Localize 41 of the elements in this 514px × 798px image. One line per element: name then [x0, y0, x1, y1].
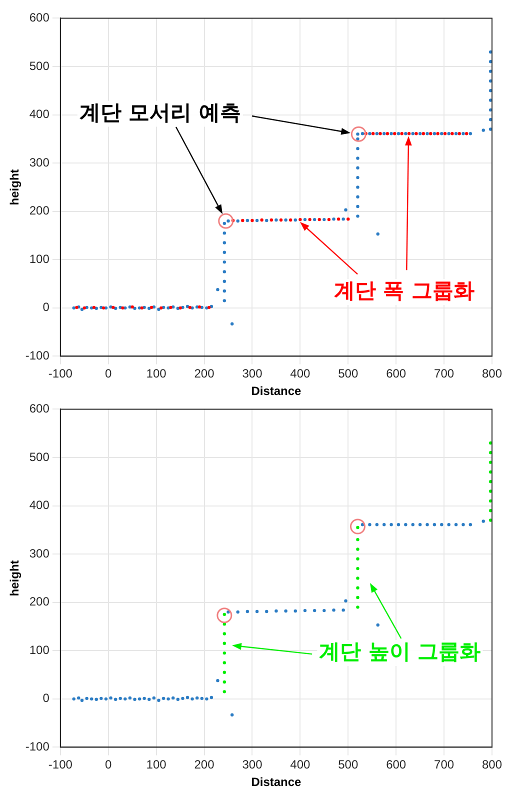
x-tick-label: 300 [242, 758, 263, 772]
y-axis-title: height [8, 169, 22, 206]
y-tick-label: 500 [29, 58, 50, 73]
y-tick-label: 600 [29, 10, 50, 25]
y-tick-label: 100 [29, 642, 50, 657]
annotation: 계단 폭 그룹화 [334, 278, 475, 302]
y-tick-label: 400 [29, 107, 50, 122]
y-tick-label: 0 [42, 300, 50, 314]
y-tick-label: 200 [29, 204, 50, 218]
x-tick-label: 700 [434, 758, 454, 772]
x-tick-label: 300 [242, 366, 263, 381]
y-tick-label: 600 [29, 402, 50, 416]
x-tick-label: 400 [290, 366, 311, 381]
x-axis-title: Distance [251, 384, 302, 398]
x-tick-label: 700 [434, 366, 454, 381]
y-tick-label: -100 [25, 740, 50, 754]
annotation: 계단 모서리 예측 [79, 100, 241, 124]
x-axis-title: Distance [251, 775, 302, 790]
x-tick-label: 800 [482, 366, 502, 381]
y-axis-title: height [8, 560, 22, 596]
annotation: 계단 높이 그룹화 [319, 639, 481, 664]
x-tick-label: 600 [386, 758, 406, 772]
y-tick-label: 300 [29, 546, 50, 560]
y-tick-label: 200 [29, 594, 50, 609]
x-tick-label: 0 [105, 366, 112, 381]
x-tick-label: 500 [338, 366, 358, 381]
y-tick-label: 400 [29, 498, 50, 512]
y-tick-label: 300 [29, 155, 50, 170]
x-tick-label: 400 [290, 758, 311, 772]
x-tick-label: 200 [194, 366, 215, 381]
x-tick-label: 600 [386, 366, 406, 381]
x-tick-label: 100 [146, 366, 167, 381]
y-tick-label: 100 [29, 252, 50, 266]
y-tick-label: -100 [25, 348, 50, 363]
x-tick-label: 100 [146, 758, 167, 772]
y-tick-label: 500 [29, 450, 50, 464]
x-tick-label: 500 [338, 758, 358, 772]
y-tick-label: 0 [42, 691, 50, 706]
x-tick-label: 0 [105, 758, 112, 772]
x-tick-label: 800 [482, 758, 502, 772]
x-tick-label: 200 [194, 758, 215, 772]
